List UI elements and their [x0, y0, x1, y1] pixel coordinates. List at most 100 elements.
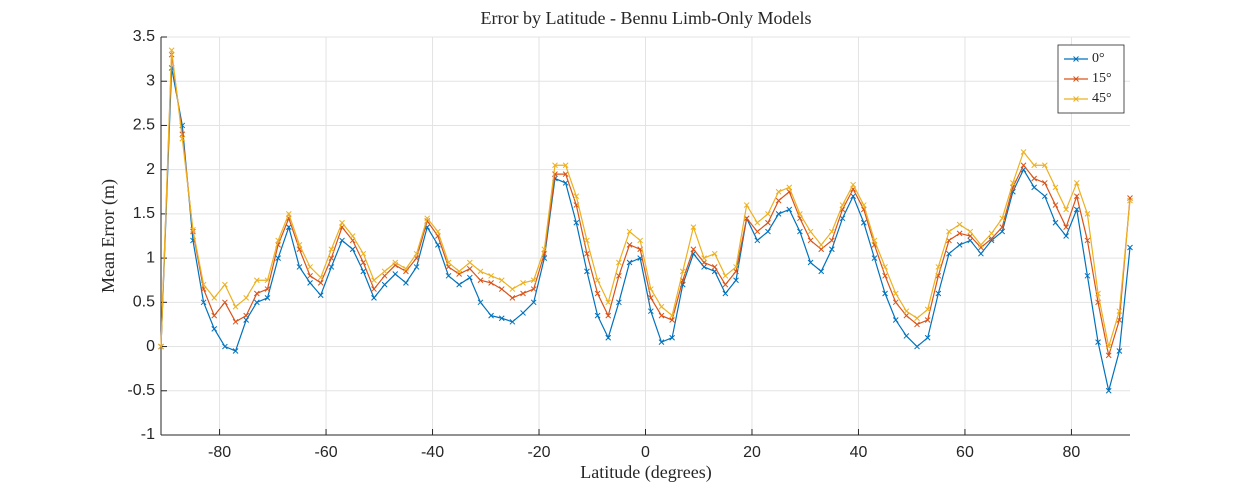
marker [924, 317, 931, 323]
marker [988, 235, 995, 242]
marker [562, 162, 569, 169]
marker [722, 290, 729, 297]
y-tick-label: 0 [146, 338, 155, 355]
marker [584, 268, 590, 275]
marker [828, 246, 835, 253]
marker [211, 326, 218, 332]
marker [371, 277, 377, 284]
y-tick-label: -1 [141, 426, 155, 443]
marker [477, 299, 484, 306]
marker [797, 228, 803, 235]
marker [860, 202, 867, 208]
marker [488, 272, 494, 279]
marker [1084, 211, 1091, 217]
marker [956, 221, 963, 228]
marker [807, 228, 814, 235]
marker [946, 250, 952, 257]
y-tick-label: 2 [146, 161, 155, 178]
marker [818, 241, 825, 248]
marker [168, 47, 175, 54]
series-line [160, 67, 1131, 391]
marker [669, 312, 675, 319]
marker [828, 228, 835, 235]
marker [978, 250, 984, 257]
marker [307, 272, 313, 279]
marker [264, 295, 271, 301]
legend-label: 45° [1092, 91, 1112, 106]
marker [850, 193, 856, 200]
marker [371, 286, 377, 292]
marker [733, 277, 739, 284]
marker [296, 264, 303, 270]
marker [1020, 149, 1027, 155]
marker [392, 259, 399, 266]
marker [775, 211, 782, 217]
marker [371, 295, 377, 301]
marker [1116, 308, 1123, 315]
marker [253, 290, 260, 297]
marker [307, 280, 313, 286]
marker [999, 215, 1006, 222]
marker [1105, 387, 1112, 394]
marker [307, 264, 313, 270]
marker [232, 318, 239, 325]
marker [317, 274, 324, 281]
marker [616, 259, 622, 266]
legend: 0° 15° 45° [1057, 44, 1125, 114]
marker [275, 255, 281, 261]
marker [722, 281, 729, 288]
marker [243, 295, 250, 301]
marker [839, 202, 846, 208]
marker [520, 310, 526, 316]
marker [552, 162, 558, 169]
marker [530, 299, 537, 306]
marker [275, 237, 281, 244]
marker [786, 184, 793, 191]
marker [765, 228, 771, 235]
marker [754, 219, 761, 226]
marker [413, 264, 420, 270]
marker [1127, 244, 1133, 251]
marker [317, 292, 324, 299]
marker [967, 228, 974, 235]
marker [509, 286, 516, 292]
marker [892, 317, 899, 323]
marker [466, 259, 473, 266]
marker [807, 259, 814, 266]
marker [179, 135, 186, 142]
marker [722, 272, 729, 279]
marker [871, 255, 878, 261]
marker [424, 215, 431, 222]
marker [1063, 224, 1069, 231]
marker [477, 277, 484, 284]
marker [285, 211, 292, 217]
marker [530, 286, 537, 292]
marker [882, 264, 888, 270]
x-tick-label: -60 [314, 444, 337, 461]
marker [488, 280, 494, 286]
marker [594, 277, 601, 284]
marker [360, 259, 367, 266]
marker [381, 272, 388, 279]
marker [1063, 233, 1069, 239]
marker [892, 290, 899, 297]
marker [1041, 193, 1048, 200]
legend-marker [1073, 76, 1079, 82]
x-tick-label: -20 [527, 444, 550, 461]
marker [349, 246, 356, 253]
marker [658, 339, 665, 345]
marker [381, 268, 388, 275]
marker [1020, 162, 1027, 169]
marker [222, 299, 228, 306]
marker [807, 237, 814, 244]
marker [797, 211, 803, 217]
marker [232, 303, 239, 310]
marker [541, 246, 548, 253]
y-tick-label: 1 [146, 249, 155, 266]
marker [211, 295, 218, 301]
marker [924, 306, 931, 313]
marker [339, 219, 345, 226]
marker [956, 241, 963, 248]
marker [1041, 162, 1048, 169]
